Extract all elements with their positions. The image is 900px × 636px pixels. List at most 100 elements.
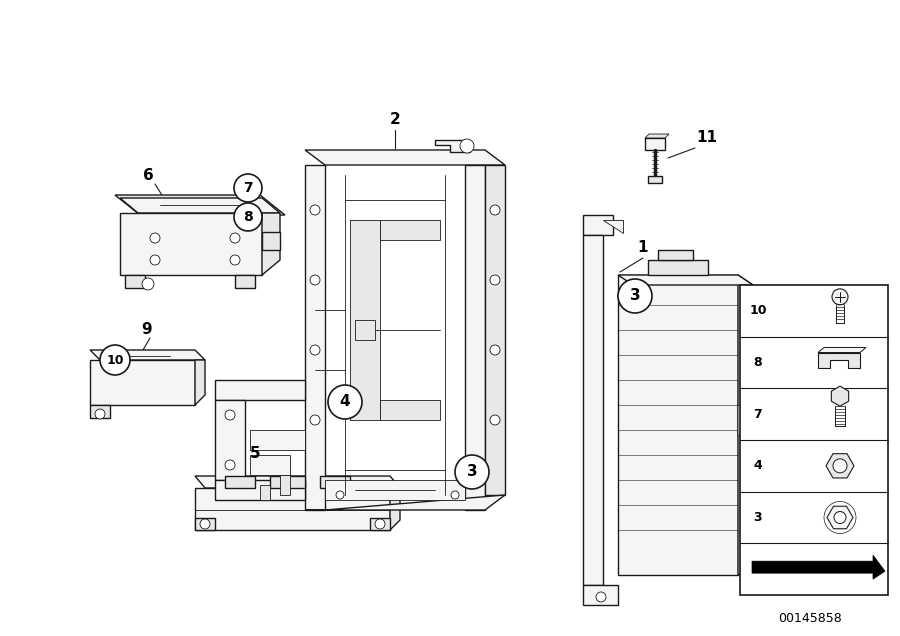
Text: 6: 6	[142, 167, 153, 183]
Polygon shape	[305, 495, 505, 510]
Circle shape	[234, 203, 262, 231]
Text: 10: 10	[749, 305, 767, 317]
Circle shape	[310, 415, 320, 425]
Polygon shape	[818, 352, 860, 368]
Polygon shape	[645, 138, 665, 150]
Circle shape	[310, 345, 320, 355]
Polygon shape	[280, 475, 290, 495]
Polygon shape	[390, 488, 400, 530]
Polygon shape	[262, 213, 280, 275]
Polygon shape	[380, 220, 440, 240]
Polygon shape	[90, 360, 195, 405]
Text: 3: 3	[630, 289, 640, 303]
Circle shape	[455, 455, 489, 489]
Polygon shape	[583, 585, 618, 605]
Text: 9: 9	[141, 322, 152, 338]
Circle shape	[230, 233, 240, 243]
Polygon shape	[648, 176, 662, 183]
Polygon shape	[305, 150, 505, 165]
Polygon shape	[125, 275, 145, 288]
Text: 4: 4	[753, 459, 762, 473]
Circle shape	[142, 278, 154, 290]
Polygon shape	[465, 165, 485, 510]
Polygon shape	[350, 220, 380, 420]
Polygon shape	[195, 476, 400, 488]
Polygon shape	[215, 400, 245, 480]
Bar	[740, 285, 888, 595]
Polygon shape	[305, 165, 325, 510]
Circle shape	[200, 519, 210, 529]
Circle shape	[150, 233, 160, 243]
Polygon shape	[752, 555, 885, 579]
Polygon shape	[90, 350, 205, 360]
Text: 3: 3	[467, 464, 477, 480]
Polygon shape	[738, 405, 758, 440]
Text: 5: 5	[249, 446, 260, 462]
Circle shape	[451, 491, 459, 499]
Polygon shape	[270, 476, 305, 488]
Circle shape	[225, 410, 235, 420]
Circle shape	[596, 592, 606, 602]
Polygon shape	[618, 275, 738, 575]
Text: 8: 8	[753, 356, 762, 369]
Circle shape	[100, 345, 130, 375]
Polygon shape	[826, 453, 854, 478]
Polygon shape	[832, 386, 849, 406]
Polygon shape	[260, 485, 270, 500]
Circle shape	[225, 460, 235, 470]
Circle shape	[95, 409, 105, 419]
Polygon shape	[485, 165, 505, 495]
Polygon shape	[215, 480, 305, 500]
Polygon shape	[648, 260, 708, 275]
Text: 1: 1	[638, 240, 648, 256]
Circle shape	[234, 174, 262, 202]
Polygon shape	[215, 380, 305, 400]
Polygon shape	[435, 140, 470, 152]
Circle shape	[310, 205, 320, 215]
Circle shape	[460, 139, 474, 153]
Polygon shape	[90, 405, 110, 418]
Polygon shape	[195, 360, 205, 405]
Polygon shape	[370, 518, 390, 530]
Polygon shape	[827, 506, 853, 529]
Text: 2: 2	[390, 113, 400, 127]
Circle shape	[150, 255, 160, 265]
Polygon shape	[818, 347, 866, 352]
Text: 3: 3	[753, 511, 762, 524]
Polygon shape	[195, 518, 215, 530]
Text: 7: 7	[243, 181, 253, 195]
Polygon shape	[658, 250, 693, 260]
Polygon shape	[320, 476, 350, 488]
Circle shape	[375, 519, 385, 529]
Polygon shape	[195, 488, 390, 530]
Circle shape	[832, 289, 848, 305]
Polygon shape	[120, 198, 280, 213]
Circle shape	[490, 275, 500, 285]
Circle shape	[490, 415, 500, 425]
Polygon shape	[583, 235, 603, 585]
Circle shape	[310, 275, 320, 285]
Text: 4: 4	[339, 394, 350, 410]
Polygon shape	[250, 455, 290, 475]
Polygon shape	[120, 213, 262, 275]
Text: 11: 11	[697, 130, 717, 146]
Polygon shape	[115, 195, 285, 215]
Polygon shape	[603, 220, 623, 233]
Polygon shape	[380, 400, 440, 420]
Circle shape	[490, 345, 500, 355]
Text: 00145858: 00145858	[778, 611, 842, 625]
Circle shape	[834, 511, 846, 523]
Polygon shape	[355, 320, 375, 340]
Polygon shape	[262, 232, 280, 250]
Circle shape	[618, 279, 652, 313]
Polygon shape	[325, 480, 465, 500]
Polygon shape	[583, 215, 613, 235]
Text: 8: 8	[243, 210, 253, 224]
Circle shape	[230, 255, 240, 265]
Circle shape	[336, 491, 344, 499]
Text: 7: 7	[753, 408, 762, 420]
Polygon shape	[645, 134, 669, 138]
Circle shape	[833, 459, 847, 473]
Polygon shape	[250, 430, 305, 450]
Text: 10: 10	[106, 354, 124, 366]
